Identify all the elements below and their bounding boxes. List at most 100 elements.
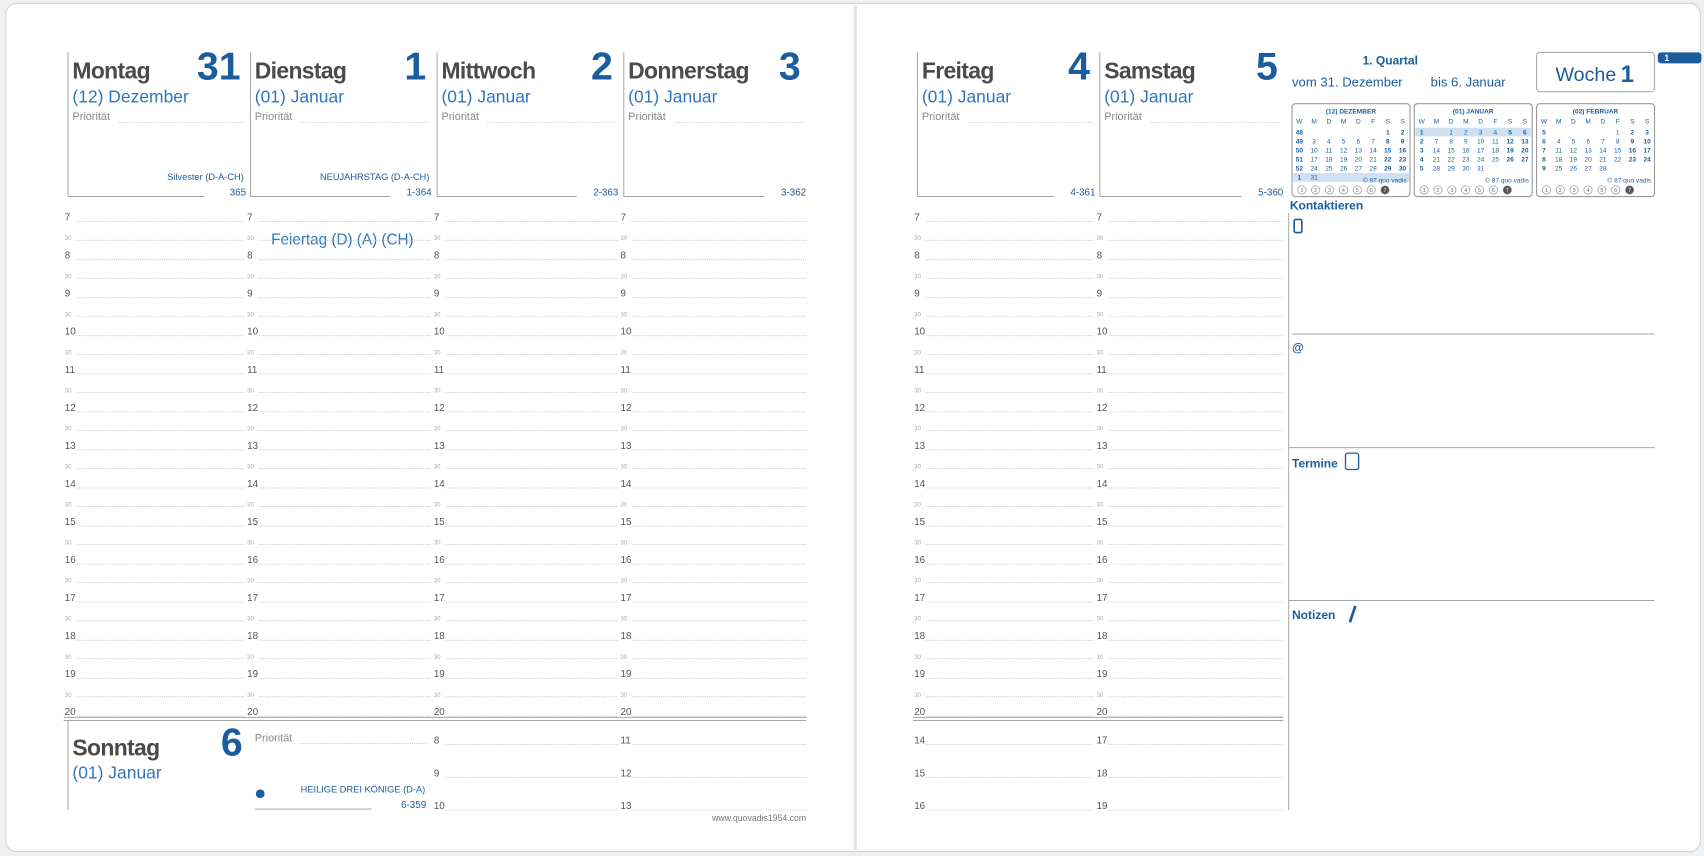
date: 28 <box>1599 166 1607 173</box>
hour-label: 9 <box>914 289 919 300</box>
pen-icon <box>1348 605 1357 623</box>
half-hour-label: 30 <box>434 388 441 394</box>
hour-label: 7 <box>434 213 439 224</box>
hour-label: 16 <box>914 801 925 812</box>
hour-label: 17 <box>621 593 632 604</box>
week-number: 48 <box>1296 129 1304 136</box>
date: 11 <box>1492 138 1499 145</box>
circle-mark <box>1419 185 1429 195</box>
circle-number: 4 <box>1464 188 1467 194</box>
half-hour-label: 30 <box>914 693 921 699</box>
date: 11 <box>1325 147 1332 154</box>
hour-label: 13 <box>914 441 925 452</box>
weekday-label: D <box>1478 118 1483 125</box>
hour-label: 15 <box>914 517 925 528</box>
hour-label: 19 <box>1097 669 1108 680</box>
hour-label: 10 <box>434 801 445 812</box>
hour-label: 9 <box>247 289 252 300</box>
date: 23 <box>1462 156 1470 163</box>
circle-mark <box>1597 185 1607 195</box>
hour-label: 9 <box>434 289 439 300</box>
half-hour-label: 30 <box>65 312 72 318</box>
circle-mark <box>1625 185 1635 195</box>
hour-label: 11 <box>621 365 631 376</box>
date: 9 <box>1464 138 1468 145</box>
half-hour-label: 30 <box>1097 465 1104 471</box>
half-hour-label: 30 <box>914 426 921 432</box>
hour-label: 13 <box>434 441 445 452</box>
hour-label: 18 <box>914 631 925 642</box>
date: 29 <box>1447 166 1455 173</box>
hour-label: 12 <box>1097 403 1108 414</box>
half-hour-label: 30 <box>65 274 72 280</box>
hour-label: 20 <box>247 707 258 718</box>
week-tab <box>1657 52 1702 64</box>
date: 14 <box>1599 147 1607 154</box>
mini-calendar <box>1413 103 1533 198</box>
range-from: vom 31. Dezember <box>1292 74 1403 89</box>
half-hour-label: 30 <box>434 541 441 547</box>
section-label: Notizen <box>1292 608 1335 622</box>
calendar-title: (02) FEBRUAR <box>1573 109 1619 116</box>
hour-label: 12 <box>247 403 258 414</box>
half-hour-label: 30 <box>1097 617 1104 623</box>
half-hour-label: 30 <box>247 236 254 242</box>
hour-label: 15 <box>1097 517 1108 528</box>
hour-label: 17 <box>1097 593 1108 604</box>
weekday-label: S <box>1386 118 1391 125</box>
date: 26 <box>1340 166 1348 173</box>
date: 20 <box>1355 156 1363 163</box>
circle-mark <box>1461 185 1471 195</box>
day-number: 6 <box>221 721 243 765</box>
date: 3 <box>1312 138 1316 145</box>
weekday-label: S <box>1630 118 1635 125</box>
day-number: 4 <box>1068 45 1090 89</box>
half-hour-label: 30 <box>1097 312 1104 318</box>
priority-label: Priorität <box>255 732 293 744</box>
day-number: 5 <box>1256 45 1278 89</box>
hour-label: 15 <box>65 517 76 528</box>
half-hour-label: 30 <box>621 236 628 242</box>
hour-label: 18 <box>1097 631 1108 642</box>
hour-label: 15 <box>914 768 925 779</box>
half-hour-label: 30 <box>914 465 921 471</box>
half-hour-label: 30 <box>621 503 628 509</box>
circle-number: 6 <box>1614 188 1617 194</box>
date: 15 <box>1447 147 1455 154</box>
week-number: 4 <box>1420 156 1424 163</box>
section-label: @ <box>1292 341 1304 355</box>
date: 26 <box>1570 166 1578 173</box>
hour-label: 15 <box>621 517 632 528</box>
hour-label: 10 <box>247 327 258 338</box>
half-hour-label: 30 <box>247 579 254 585</box>
date: 1 <box>1449 129 1453 136</box>
half-hour-label: 30 <box>621 693 628 699</box>
date: 2 <box>1464 129 1468 136</box>
half-hour-label: 30 <box>621 388 628 394</box>
weekday-label: M <box>1341 118 1346 125</box>
hour-label: 7 <box>914 213 919 224</box>
day-count: 2-363 <box>593 187 619 198</box>
date: 16 <box>1399 147 1407 154</box>
half-hour-label: 30 <box>434 274 441 280</box>
circle-number: 7 <box>1506 188 1509 194</box>
date: 30 <box>1399 166 1407 173</box>
half-hour-label: 30 <box>1097 350 1104 356</box>
hour-label: 11 <box>914 365 924 376</box>
phone-icon <box>1293 218 1303 234</box>
half-hour-label: 30 <box>1097 541 1104 547</box>
circle-mark <box>1611 185 1621 195</box>
hour-label: 20 <box>914 707 925 718</box>
circle-mark <box>1502 185 1512 195</box>
circle-number: 5 <box>1600 188 1603 194</box>
date: 5 <box>1508 129 1512 136</box>
day-month: (01) Januar <box>72 762 161 782</box>
hour-label: 11 <box>621 736 631 747</box>
date: 9 <box>1401 138 1405 145</box>
calendar-title: (01) JANUAR <box>1453 109 1494 116</box>
day-number: 1 <box>404 45 426 89</box>
hour-label: 14 <box>621 479 632 490</box>
date: 26 <box>1506 156 1514 163</box>
